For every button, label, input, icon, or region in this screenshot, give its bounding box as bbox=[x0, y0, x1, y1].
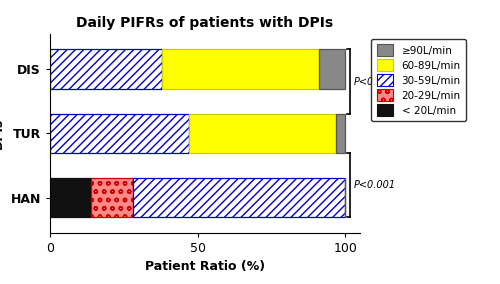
Bar bbox=[336, 114, 345, 153]
Bar bbox=[92, 178, 132, 218]
Bar bbox=[189, 114, 336, 153]
Title: Daily PIFRs of patients with DPIs: Daily PIFRs of patients with DPIs bbox=[76, 16, 334, 30]
Bar bbox=[132, 178, 345, 218]
Bar bbox=[162, 49, 318, 89]
X-axis label: Patient Ratio (%): Patient Ratio (%) bbox=[145, 260, 265, 273]
Bar bbox=[50, 114, 189, 153]
Bar bbox=[318, 49, 345, 89]
Legend: ≥90L/min, 60-89L/min, 30-59L/min, 20-29L/min, < 20L/min: ≥90L/min, 60-89L/min, 30-59L/min, 20-29L… bbox=[372, 39, 466, 121]
Text: P<0.001: P<0.001 bbox=[354, 76, 396, 87]
Y-axis label: DPIs: DPIs bbox=[0, 118, 5, 149]
Text: P<0.001: P<0.001 bbox=[354, 180, 396, 191]
Bar bbox=[50, 178, 92, 218]
Bar bbox=[50, 49, 162, 89]
